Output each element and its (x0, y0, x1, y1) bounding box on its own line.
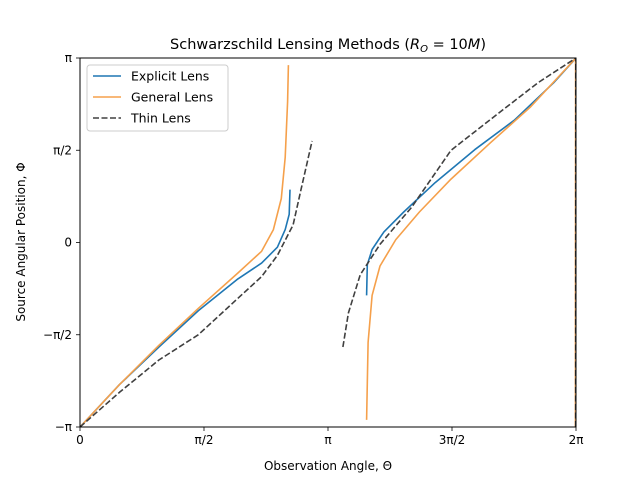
legend-label: Explicit Lens (131, 69, 209, 84)
legend: Explicit Lens General Lens Thin Lens (86, 64, 229, 132)
y-tick-label: −π/2 (43, 328, 72, 342)
legend-label: Thin Lens (130, 111, 191, 126)
y-tick-label: 0 (64, 236, 72, 250)
x-axis: 0 π/2 π 3π/2 2π (76, 427, 583, 447)
series-line-segment (80, 65, 290, 427)
y-tick-label: π (65, 51, 72, 65)
x-tick-label: 3π/2 (439, 433, 466, 447)
y-axis-label: Source Angular Position, Φ (14, 162, 28, 321)
x-tick-label: π (324, 433, 331, 447)
series-line-segment (80, 140, 313, 427)
legend-label: General Lens (131, 90, 213, 105)
legend-box (86, 64, 229, 132)
y-tick-label: −π (55, 420, 72, 434)
series-line-segment (342, 58, 576, 348)
series-line-segment (365, 58, 576, 296)
x-tick-label: π/2 (195, 433, 214, 447)
y-tick-label: π/2 (53, 143, 72, 157)
x-axis-label: Observation Angle, Θ (264, 459, 392, 473)
x-tick-label: 2π (569, 433, 584, 447)
chart-title: Schwarzschild Lensing Methods (RO = 10M) (170, 37, 486, 55)
y-axis: −π −π/2 0 π/2 π (43, 51, 80, 434)
series-line-segment (80, 189, 291, 427)
x-tick-label: 0 (76, 433, 84, 447)
series-line-segment (365, 58, 576, 420)
